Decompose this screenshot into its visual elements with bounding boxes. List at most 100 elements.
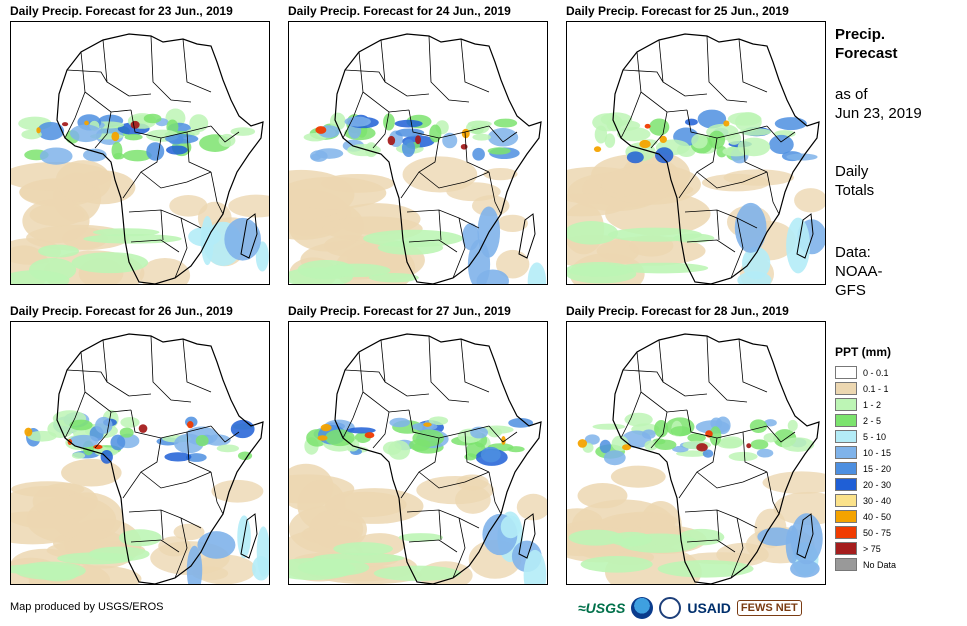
rain-band-shape xyxy=(377,240,444,255)
country-border xyxy=(66,369,108,383)
rain-band-shape xyxy=(568,529,623,546)
rain-band-shape xyxy=(734,202,767,253)
intense-rain-cell xyxy=(423,422,432,427)
rain-cell-shape xyxy=(774,117,807,131)
dry-zone-shape xyxy=(50,492,123,542)
madagascar-outline xyxy=(796,513,814,559)
intense-rain-cell xyxy=(364,432,375,439)
country-border xyxy=(342,391,364,439)
rain-band-shape xyxy=(500,515,521,539)
madagascar-outline xyxy=(796,213,814,259)
country-border xyxy=(438,209,442,241)
panel-title: Daily Precip. Forecast for 26 Jun., 2019 xyxy=(10,304,233,318)
country-border xyxy=(182,338,212,393)
rain-cell-shape xyxy=(750,439,769,450)
legend-label: 50 - 75 xyxy=(863,527,892,538)
rain-cell-shape xyxy=(472,147,485,161)
rain-cell-shape xyxy=(185,453,207,462)
africa-coastline xyxy=(612,333,820,584)
rain-cell-shape xyxy=(709,426,722,446)
rain-band-shape xyxy=(92,228,160,237)
precip-map xyxy=(10,21,270,285)
legend-item: 0.1 - 1 xyxy=(835,381,935,396)
rain-cell-shape xyxy=(644,440,658,451)
country-border xyxy=(684,209,758,229)
country-border xyxy=(210,425,240,443)
rain-band-shape xyxy=(197,531,236,559)
rain-cell-shape xyxy=(27,430,57,442)
country-border xyxy=(372,411,390,449)
country-border xyxy=(452,217,466,279)
intense-rain-cell xyxy=(93,444,103,450)
rain-cell-shape xyxy=(185,128,200,137)
rain-cell-shape xyxy=(687,433,706,443)
rain-cell-shape xyxy=(710,417,723,430)
country-border xyxy=(620,91,642,139)
country-border xyxy=(766,471,780,515)
country-border xyxy=(186,431,212,473)
country-border xyxy=(452,517,466,579)
rain-cell-shape xyxy=(401,139,416,157)
africa-coastline xyxy=(56,333,264,584)
rain-cell-shape xyxy=(624,412,653,427)
logo-strip: ≈USGS USAID FEWS NET xyxy=(578,595,802,621)
country-border xyxy=(122,137,162,199)
totals-line: Daily xyxy=(835,163,869,180)
rain-band-shape xyxy=(256,526,269,577)
country-border xyxy=(658,339,708,397)
legend-swatch xyxy=(835,478,857,491)
intense-rain-cell xyxy=(696,443,708,452)
country-border xyxy=(400,437,440,499)
intense-rain-cell xyxy=(723,120,730,127)
country-border xyxy=(438,509,442,541)
map-credit: Map produced by USGS/EROS xyxy=(10,601,164,613)
dry-zone-shape xyxy=(61,458,122,487)
africa-coastline xyxy=(612,33,820,284)
country-border xyxy=(678,437,718,499)
country-border xyxy=(622,69,664,83)
country-border xyxy=(428,335,470,403)
precip-map xyxy=(566,321,826,585)
intense-rain-cell xyxy=(138,424,148,433)
country-border xyxy=(94,111,112,149)
fews-net-logo: FEWS NET xyxy=(736,600,802,616)
dry-zone-shape xyxy=(610,465,666,488)
country-border xyxy=(738,338,768,393)
rain-cell-shape xyxy=(329,112,346,131)
dry-zone-shape xyxy=(29,203,85,227)
precip-map xyxy=(288,21,548,285)
legend-item: > 75 xyxy=(835,541,935,556)
forecast-panel-6: Daily Precip. Forecast for 28 Jun., 2019 xyxy=(566,303,828,585)
rain-band-shape xyxy=(373,565,462,582)
country-border xyxy=(418,471,490,489)
country-border xyxy=(706,335,748,403)
rain-cell-shape xyxy=(216,444,240,453)
intense-rain-cell xyxy=(659,135,667,143)
country-border xyxy=(406,509,480,529)
forecast-panel-5: Daily Precip. Forecast for 27 Jun., 2019 xyxy=(288,303,550,585)
legend-swatch xyxy=(835,398,857,411)
africa-map-svg xyxy=(289,33,547,284)
country-border xyxy=(64,391,86,439)
country-border xyxy=(80,351,132,413)
rain-cell-shape xyxy=(230,127,256,136)
legend-label: > 75 xyxy=(863,543,881,554)
legend-swatch xyxy=(835,462,857,475)
country-border xyxy=(460,338,490,393)
country-border xyxy=(488,125,518,143)
country-border xyxy=(160,209,164,241)
heading-line: Forecast xyxy=(835,45,898,62)
country-border xyxy=(344,69,386,83)
country-border xyxy=(742,131,768,173)
intense-rain-cell xyxy=(460,143,468,150)
legend-label: 40 - 50 xyxy=(863,511,892,522)
rain-cell-shape xyxy=(479,425,514,434)
rain-cell-shape xyxy=(493,118,518,128)
dry-zone-shape xyxy=(228,194,269,218)
country-border xyxy=(730,517,744,579)
rain-cell-shape xyxy=(603,450,626,466)
rain-cell-shape xyxy=(310,150,328,162)
rain-cell-shape xyxy=(69,124,102,143)
madagascar-outline xyxy=(240,513,258,559)
rain-cell-shape xyxy=(641,429,656,440)
